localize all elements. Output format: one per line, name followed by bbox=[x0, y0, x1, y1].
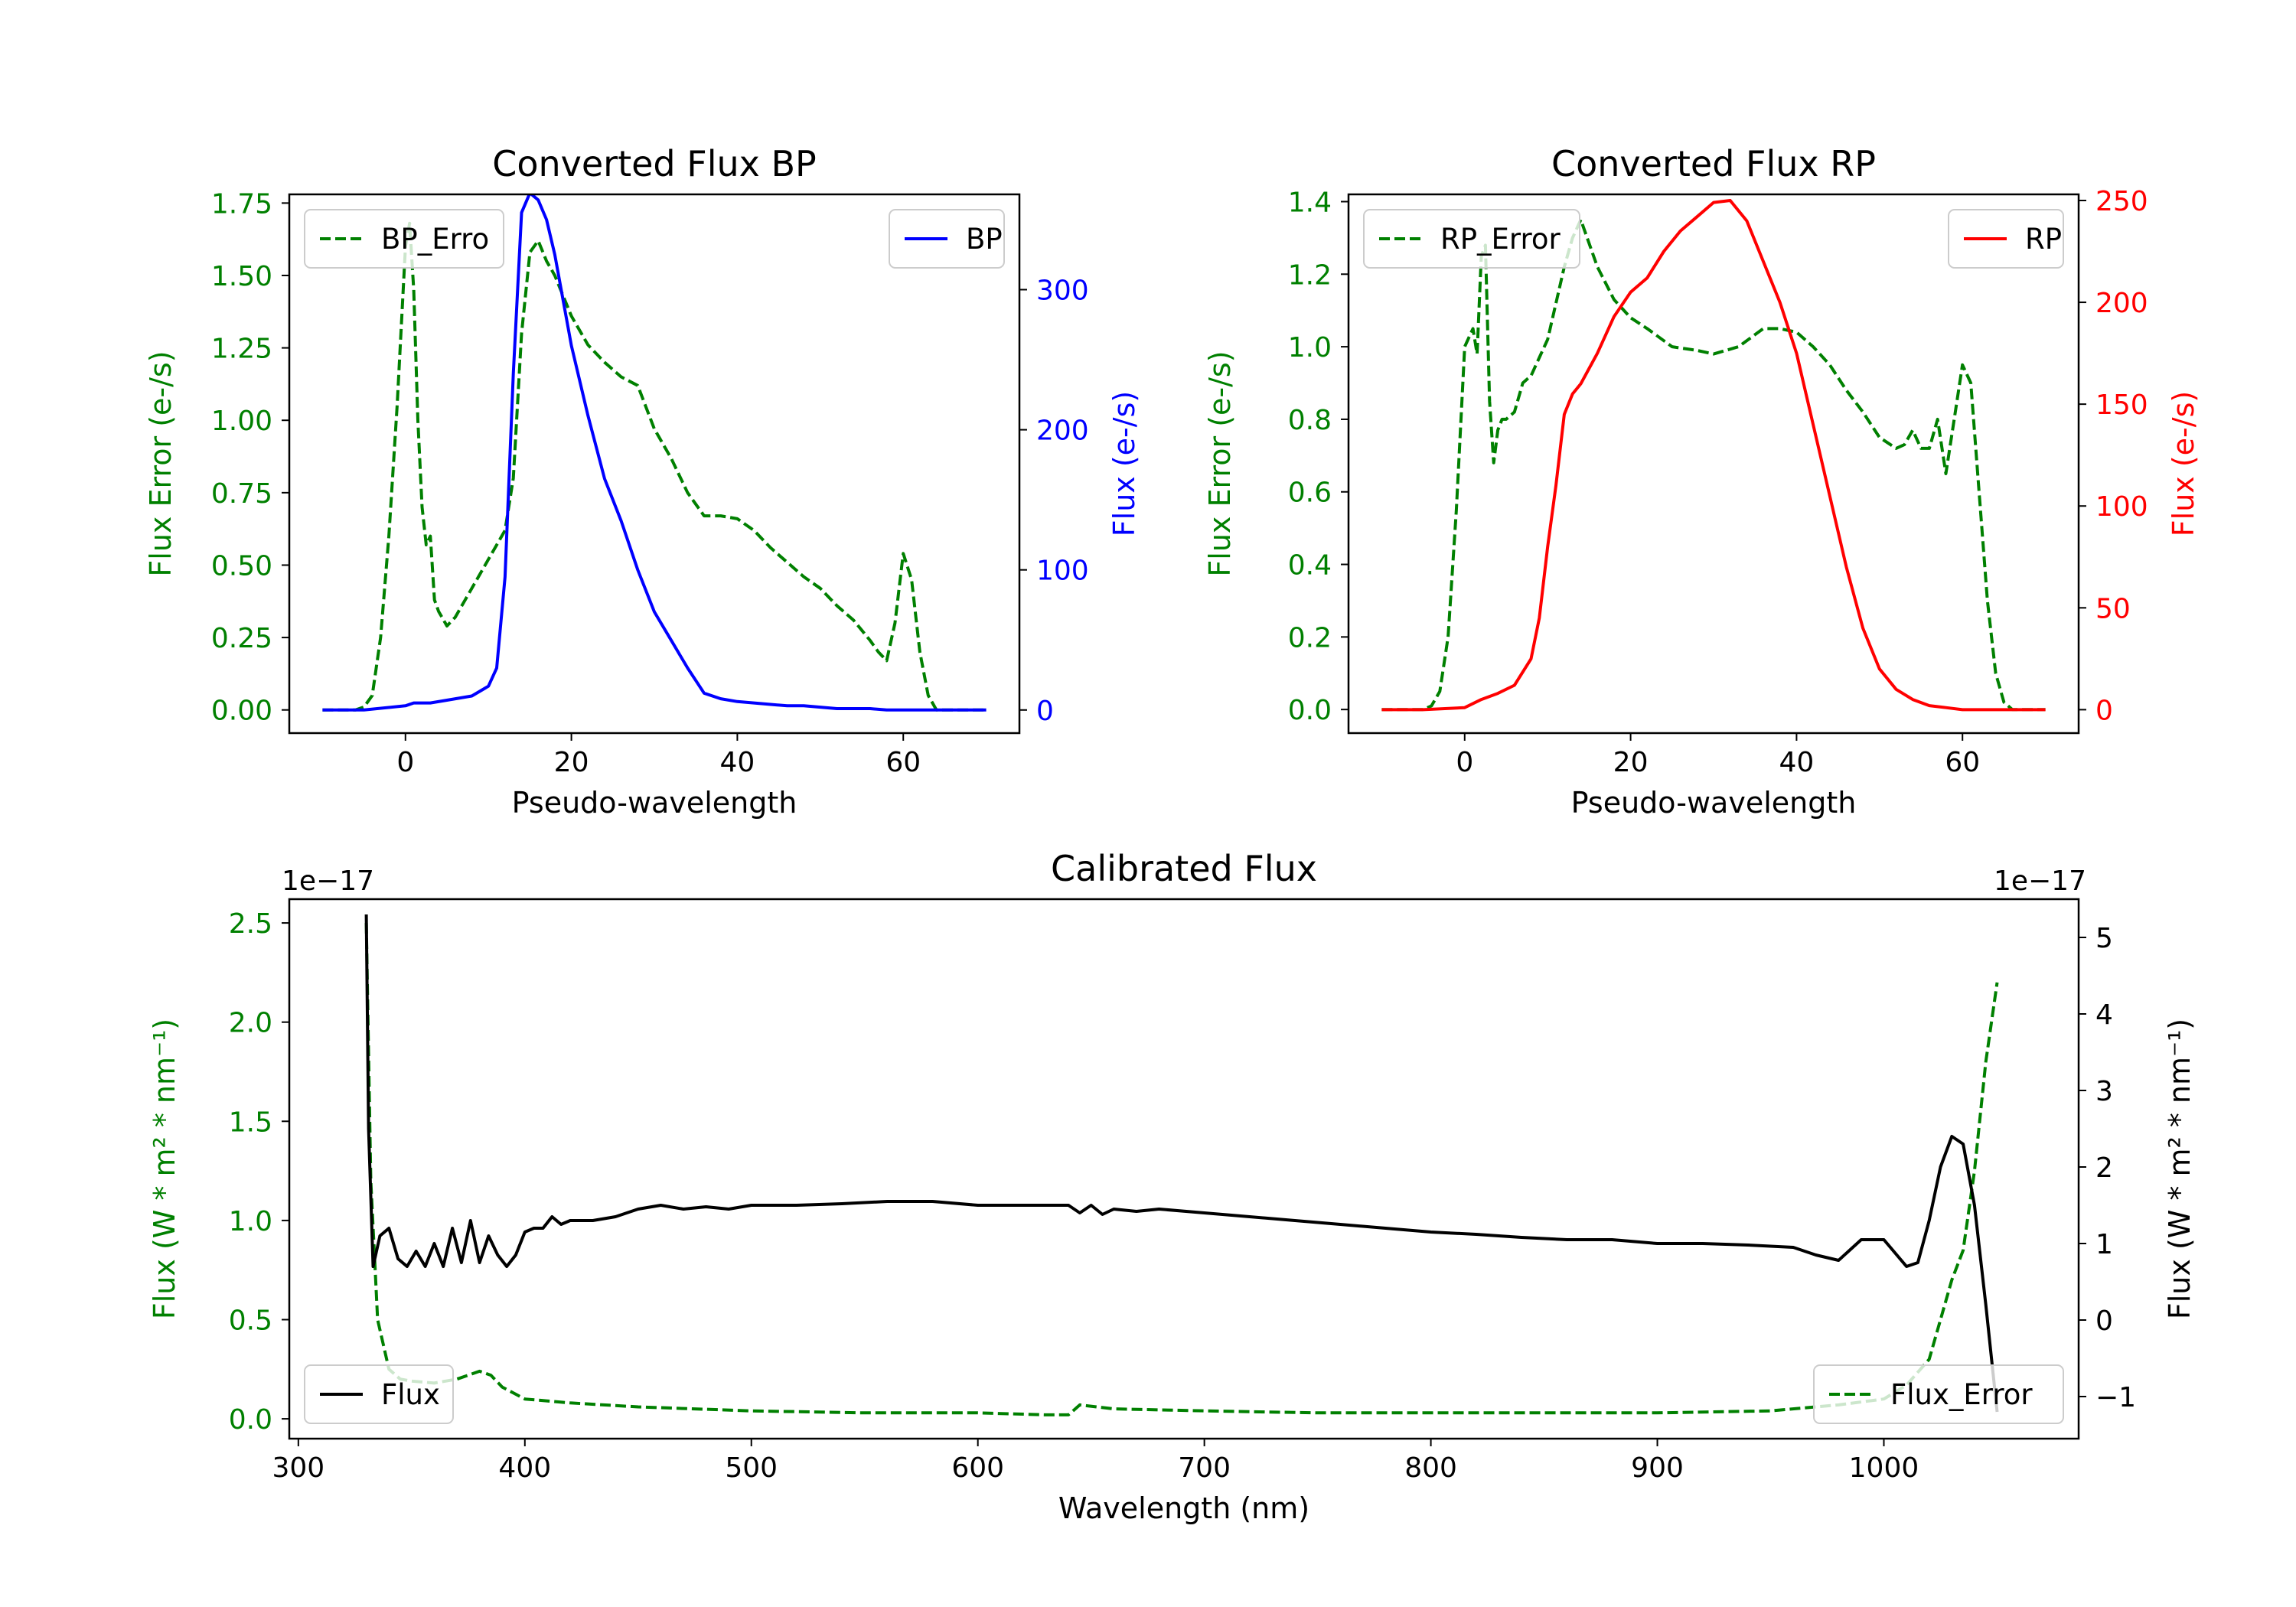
calibrated-panel: 300 400 500 600 700 800 900 1000 0.0 0.5 1.0 1.5 2.0… bbox=[148, 848, 2197, 1525]
legend-label: RP_Error bbox=[1440, 223, 1561, 256]
cal-right-y-tick-label: 2 bbox=[2095, 1152, 2113, 1184]
bp-x-label: Pseudo-wavelength bbox=[512, 786, 797, 820]
bp-x-tick-label: 60 bbox=[885, 747, 921, 778]
cal-line-flux bbox=[364, 914, 1999, 1413]
cal-x-label: Wavelength (nm) bbox=[1058, 1491, 1309, 1525]
bp-right-y-tick-label: 200 bbox=[1036, 416, 1089, 447]
bp-left-y-tick-label: 1.00 bbox=[211, 406, 272, 437]
rp-left-y-tick-label: 0.2 bbox=[1288, 622, 1332, 654]
bp-left-y-label: Flux Error (e-/s) bbox=[144, 350, 178, 576]
cal-x-tick-label: 300 bbox=[272, 1452, 325, 1484]
cal-series-group bbox=[364, 914, 1999, 1416]
rp-panel: 0 20 40 60 0.0 0.2 0.4 0.6 0.8 1.0 1.2 1.4 0 50 100 150… bbox=[1203, 143, 2200, 820]
rp-axes-frame bbox=[1347, 193, 2080, 735]
rp-legend-rp: RP bbox=[1948, 209, 2064, 269]
rp-x-tick-label: 20 bbox=[1613, 747, 1649, 778]
cal-x-tick-label: 800 bbox=[1404, 1452, 1457, 1484]
bp-left-y-tick-label: 0.25 bbox=[211, 623, 272, 654]
cal-right-y-label: Flux (W * m² * nm⁻¹) bbox=[2163, 1019, 2197, 1319]
cal-left-y-tick-label: 1.5 bbox=[229, 1107, 272, 1138]
bp-left-y-tick-label: 0.75 bbox=[211, 478, 272, 510]
rp-x-tick-label: 60 bbox=[1945, 747, 1980, 778]
cal-x-tick-label: 900 bbox=[1631, 1452, 1684, 1484]
rp-right-y-tick-label: 200 bbox=[2095, 288, 2148, 319]
cal-left-y-label: Flux (W * m² * nm⁻¹) bbox=[148, 1019, 181, 1319]
bp-left-y-tick-label: 1.75 bbox=[211, 188, 272, 220]
legend-label: BP bbox=[966, 223, 1003, 256]
legend-label: Flux bbox=[381, 1378, 440, 1411]
rp-left-y-tick-label: 1.4 bbox=[1288, 187, 1332, 218]
bp-title: Converted Flux BP bbox=[492, 143, 817, 184]
cal-right-y-tick-label: −1 bbox=[2095, 1382, 2136, 1413]
bp-left-y-tick-label: 1.25 bbox=[211, 334, 272, 365]
rp-left-y-tick-label: 0.4 bbox=[1288, 550, 1332, 582]
rp-legend-rp-error: RP_Error bbox=[1363, 209, 1580, 269]
bp-right-y-tick-label: 0 bbox=[1036, 696, 1054, 727]
bp-right-y-tick-label: 300 bbox=[1036, 275, 1089, 307]
rp-right-y-tick-label: 50 bbox=[2095, 593, 2131, 624]
cal-left-y-tick-label: 2.0 bbox=[229, 1008, 272, 1039]
cal-title: Calibrated Flux bbox=[1051, 848, 1317, 889]
cal-x-tick-label: 700 bbox=[1178, 1452, 1231, 1484]
legend-label: RP bbox=[2025, 223, 2062, 256]
legend-frame bbox=[1813, 1364, 2064, 1424]
bp-legend-bp: BP bbox=[889, 209, 1005, 269]
rp-right-y-tick-label: 0 bbox=[2095, 695, 2113, 726]
cal-legend-flux-error: Flux_Error bbox=[1813, 1364, 2064, 1424]
cal-right-y-tick-label: 4 bbox=[2095, 999, 2113, 1031]
legend-frame bbox=[304, 1364, 454, 1424]
bp-x-tick-label: 40 bbox=[720, 747, 755, 778]
legend-label: Flux_Error bbox=[1890, 1378, 2033, 1411]
cal-left-y-tick-label: 2.5 bbox=[229, 908, 272, 940]
rp-right-y-tick-label: 150 bbox=[2095, 390, 2148, 421]
legend-label: BP_Erro bbox=[381, 223, 489, 256]
bp-left-y-tick-label: 0.50 bbox=[211, 550, 272, 582]
rp-x-tick-label: 0 bbox=[1456, 747, 1473, 778]
rp-right-y-tick-label: 100 bbox=[2095, 491, 2148, 523]
rp-left-y-tick-label: 0.8 bbox=[1288, 405, 1332, 436]
bp-axes-frame bbox=[288, 193, 1021, 735]
cal-legend-flux: Flux bbox=[304, 1364, 454, 1424]
bp-right-y-label: Flux (e-/s) bbox=[1107, 391, 1141, 536]
bp-right-y-tick-label: 100 bbox=[1036, 556, 1089, 587]
rp-x-label: Pseudo-wavelength bbox=[1571, 786, 1857, 820]
rp-line-rp bbox=[1381, 199, 2046, 712]
rp-left-y-label: Flux Error (e-/s) bbox=[1203, 350, 1237, 576]
rp-left-y-tick-label: 0.6 bbox=[1288, 478, 1332, 509]
cal-right-y-tick-label: 0 bbox=[2095, 1305, 2113, 1337]
rp-x-tick-label: 40 bbox=[1779, 747, 1815, 778]
cal-right-y-tick-label: 5 bbox=[2095, 923, 2113, 954]
rp-right-y-tick-label: 250 bbox=[2095, 186, 2148, 217]
cal-x-tick-label: 1000 bbox=[1849, 1452, 1919, 1484]
cal-right-y-tick-label: 3 bbox=[2095, 1076, 2113, 1107]
bp-left-y-tick-label: 0.00 bbox=[211, 696, 272, 727]
cal-axes-frame bbox=[288, 898, 2080, 1440]
bp-panel: 0 20 40 60 0.00 0.25 0.50 0.75 1.00 1.25 1.50 1.75 0… bbox=[144, 143, 1141, 820]
cal-left-y-tick-label: 1.0 bbox=[229, 1206, 272, 1237]
cal-right-y-tick-label: 1 bbox=[2095, 1229, 2113, 1260]
bp-x-tick-label: 0 bbox=[396, 747, 414, 778]
rp-right-y-label: Flux (e-/s) bbox=[2167, 391, 2200, 536]
cal-left-y-tick-label: 0.5 bbox=[229, 1305, 272, 1336]
cal-x-tick-label: 500 bbox=[725, 1452, 778, 1484]
cal-x-tick-label: 400 bbox=[498, 1452, 551, 1484]
bp-x-tick-label: 20 bbox=[554, 747, 589, 778]
cal-left-offset-label: 1e−17 bbox=[282, 865, 374, 897]
legend-frame bbox=[304, 209, 504, 269]
legend-frame bbox=[1363, 209, 1580, 269]
bp-line-bp bbox=[322, 194, 987, 712]
rp-left-y-tick-label: 0.0 bbox=[1288, 695, 1332, 726]
bp-legend-bp-error: BP_Erro bbox=[304, 209, 504, 269]
cal-x-tick-label: 600 bbox=[951, 1452, 1004, 1484]
bp-left-y-tick-label: 1.50 bbox=[211, 261, 272, 292]
cal-left-y-tick-label: 0.0 bbox=[229, 1404, 272, 1436]
rp-left-y-tick-label: 1.0 bbox=[1288, 332, 1332, 363]
rp-title: Converted Flux RP bbox=[1551, 143, 1876, 184]
cal-right-offset-label: 1e−17 bbox=[1994, 865, 2086, 897]
rp-left-y-tick-label: 1.2 bbox=[1288, 259, 1332, 291]
